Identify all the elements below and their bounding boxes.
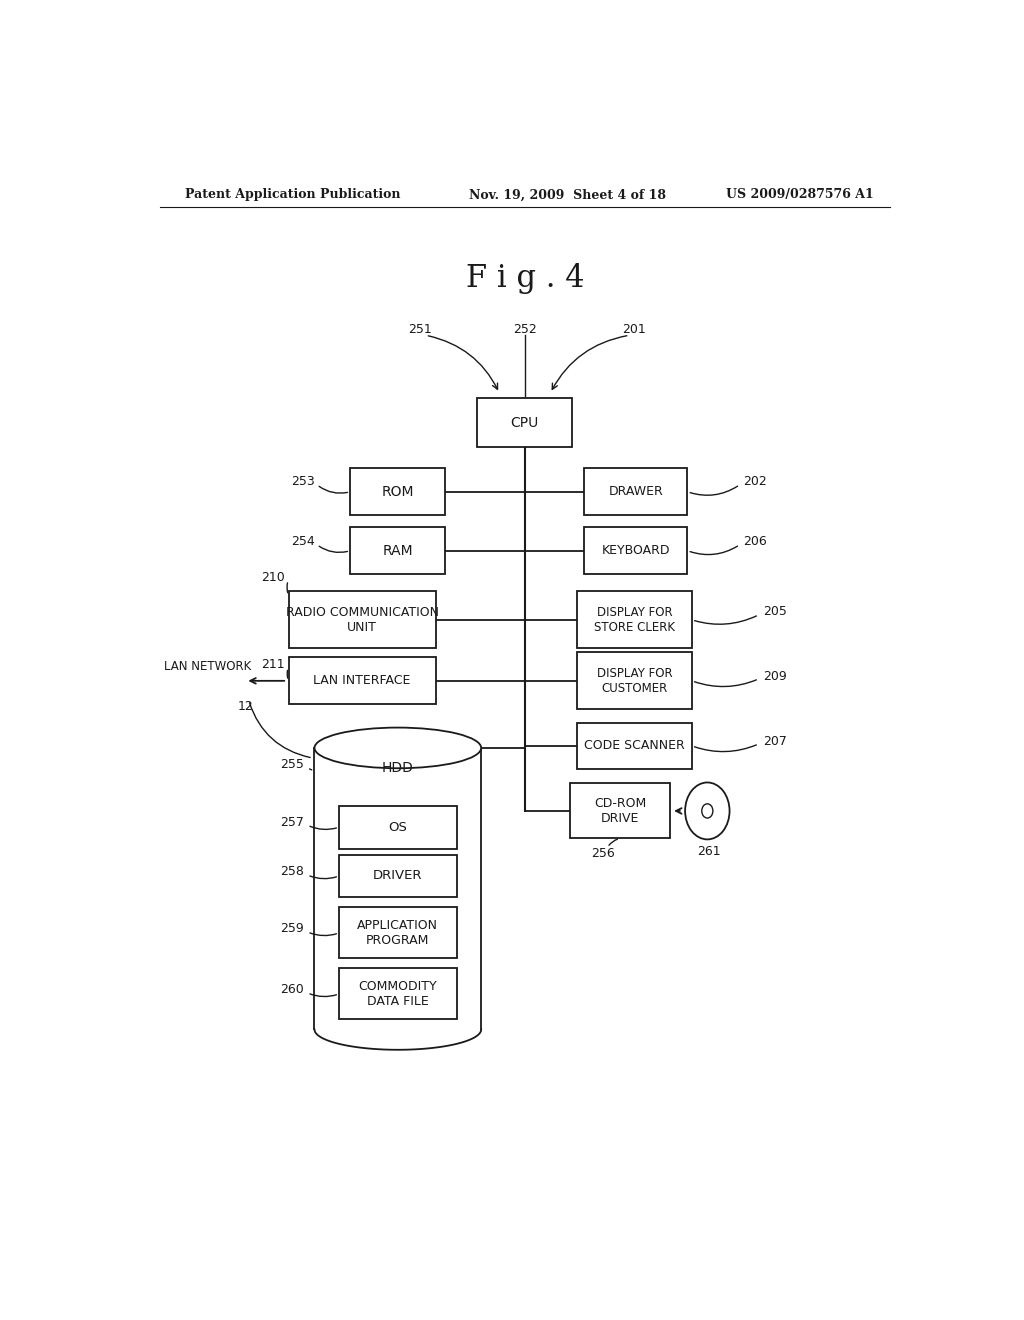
Text: 258: 258 (281, 866, 304, 878)
Text: 202: 202 (743, 475, 767, 488)
Ellipse shape (314, 727, 481, 768)
Text: 12: 12 (238, 700, 253, 713)
Text: 253: 253 (291, 475, 314, 488)
Text: 207: 207 (763, 735, 786, 748)
Bar (570, 784, 670, 838)
Text: 201: 201 (623, 322, 646, 335)
Text: 254: 254 (291, 535, 314, 548)
Text: 256: 256 (591, 847, 614, 861)
Text: RAM: RAM (383, 544, 413, 558)
Bar (350, 469, 445, 515)
Text: APPLICATION
PROGRAM: APPLICATION PROGRAM (357, 919, 438, 946)
Bar (577, 591, 692, 648)
Text: ROM: ROM (382, 484, 414, 499)
Text: LAN NETWORK: LAN NETWORK (164, 660, 251, 673)
Text: 205: 205 (763, 605, 786, 618)
Text: 211: 211 (261, 659, 285, 671)
Text: 259: 259 (281, 923, 304, 936)
Text: 257: 257 (281, 816, 304, 829)
Text: 260: 260 (281, 983, 304, 997)
Bar (585, 528, 687, 574)
Text: CD-ROM
DRIVE: CD-ROM DRIVE (594, 797, 646, 825)
Bar (477, 399, 572, 447)
Text: LAN INTERFACE: LAN INTERFACE (313, 675, 411, 688)
Bar (350, 528, 445, 574)
Text: US 2009/0287576 A1: US 2009/0287576 A1 (726, 189, 873, 202)
Bar (339, 805, 457, 849)
Text: DISPLAY FOR
CUSTOMER: DISPLAY FOR CUSTOMER (597, 667, 672, 694)
Bar (339, 969, 457, 1019)
Text: KEYBOARD: KEYBOARD (602, 544, 670, 557)
Text: Nov. 19, 2009  Sheet 4 of 18: Nov. 19, 2009 Sheet 4 of 18 (469, 189, 667, 202)
Text: DRAWER: DRAWER (608, 486, 664, 498)
Text: 255: 255 (281, 758, 304, 771)
Bar (585, 469, 687, 515)
Text: 210: 210 (261, 570, 285, 583)
Text: DISPLAY FOR
STORE CLERK: DISPLAY FOR STORE CLERK (594, 606, 675, 634)
Circle shape (701, 804, 713, 818)
Text: CPU: CPU (511, 416, 539, 430)
Bar (339, 854, 457, 898)
Circle shape (685, 783, 729, 840)
Text: 206: 206 (743, 535, 767, 548)
Bar (577, 722, 692, 770)
Text: OS: OS (388, 821, 408, 834)
Bar (289, 657, 435, 704)
Text: CODE SCANNER: CODE SCANNER (584, 739, 685, 752)
Bar (339, 907, 457, 958)
Text: F i g . 4: F i g . 4 (466, 263, 584, 294)
Text: HDD: HDD (382, 762, 414, 775)
Bar (289, 591, 435, 648)
Text: COMMODITY
DATA FILE: COMMODITY DATA FILE (358, 979, 437, 1008)
Text: 252: 252 (513, 322, 537, 335)
Text: 261: 261 (697, 845, 721, 858)
Text: DRIVER: DRIVER (373, 870, 423, 883)
Text: 251: 251 (409, 322, 432, 335)
Text: Patent Application Publication: Patent Application Publication (185, 189, 400, 202)
Text: RADIO COMMUNICATION
UNIT: RADIO COMMUNICATION UNIT (286, 606, 438, 634)
Bar (577, 652, 692, 709)
Text: 209: 209 (763, 671, 786, 684)
